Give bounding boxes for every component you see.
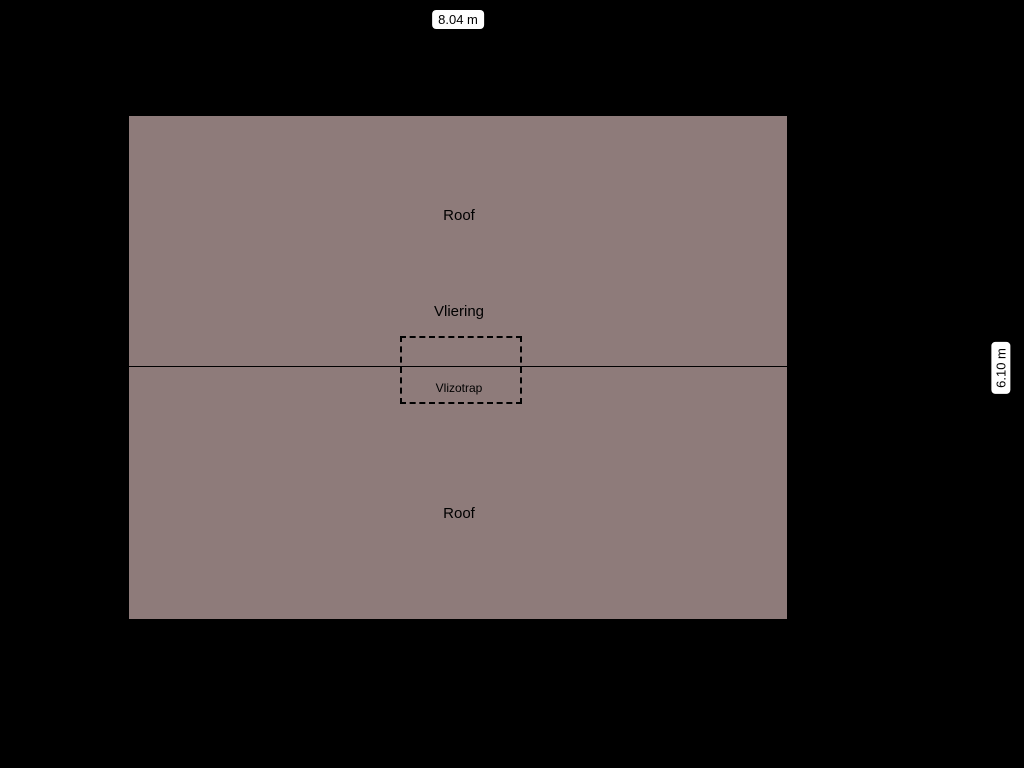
dimension-width-label: 8.04 m <box>432 10 484 29</box>
label-roof-top: Roof <box>443 207 475 224</box>
floorplan-area: Roof Vliering Vlizotrap Roof <box>128 115 788 620</box>
label-roof-bottom: Roof <box>443 505 475 522</box>
label-vliering: Vliering <box>434 303 484 320</box>
label-vlizotrap: Vlizotrap <box>436 381 483 395</box>
dimension-height-label: 6.10 m <box>991 342 1010 394</box>
